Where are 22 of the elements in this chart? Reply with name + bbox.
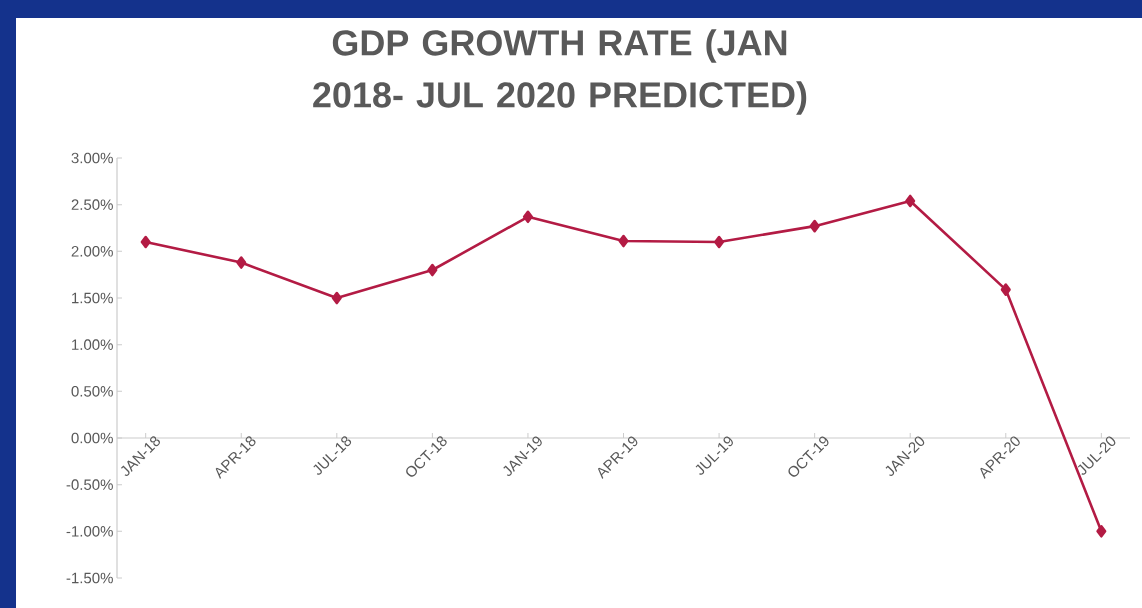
y-tick-label: -0.50% bbox=[66, 479, 113, 490]
point bbox=[522, 210, 533, 224]
point bbox=[427, 263, 438, 277]
point bbox=[1000, 283, 1011, 296]
y-tick-label: 0.00% bbox=[71, 432, 113, 444]
y-tick-label: 3.00% bbox=[71, 152, 113, 164]
point bbox=[331, 291, 342, 305]
point bbox=[714, 235, 725, 249]
point bbox=[905, 194, 916, 208]
point bbox=[140, 235, 151, 249]
point bbox=[236, 256, 247, 269]
y-tick-label: 1.00% bbox=[72, 339, 113, 350]
point bbox=[809, 219, 820, 233]
point bbox=[1096, 525, 1107, 538]
y-tick-label: 2.50% bbox=[71, 199, 113, 210]
y-tick-label: 0.50% bbox=[71, 386, 113, 397]
chart-title: GDP GROWTH RATE (JAN 2018- JUL 2020 PREDICTED) bbox=[313, 29, 807, 115]
y-tick-label: 2.00% bbox=[71, 246, 113, 257]
y-tick-label: 1.50% bbox=[72, 292, 113, 304]
y-tick-label: -1.50% bbox=[66, 572, 113, 584]
y-tick-label: -1.00% bbox=[66, 526, 113, 537]
point bbox=[618, 234, 629, 248]
